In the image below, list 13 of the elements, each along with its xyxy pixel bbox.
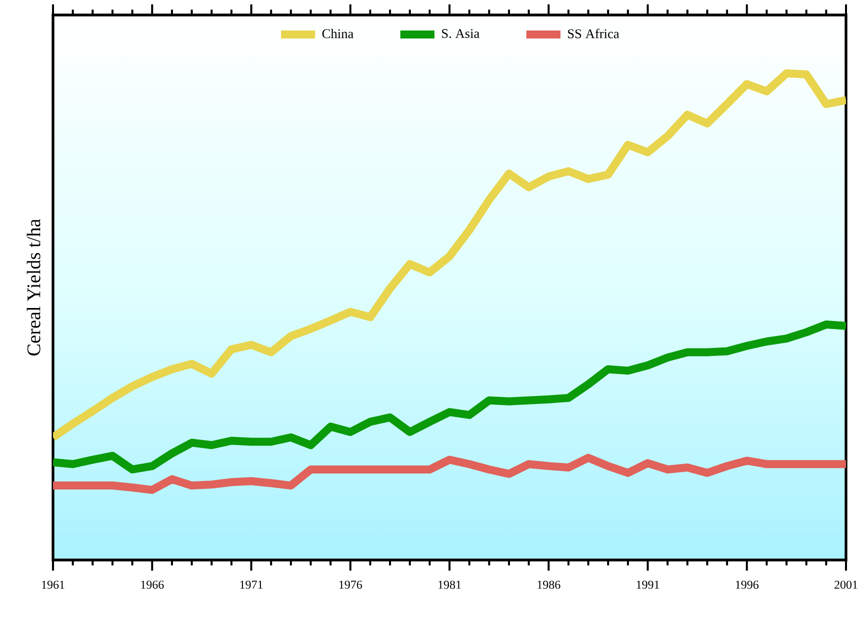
legend-label: China (322, 28, 354, 38)
y-axis-title: Cereal Yields t/ha (26, 218, 40, 356)
legend-label: SS Africa (568, 28, 620, 38)
x-tick-label: 1976 (339, 580, 362, 589)
x-tick-label: 1996 (736, 580, 759, 589)
x-tick-label: 1966 (141, 580, 164, 589)
legend-label: S. Asia (442, 29, 480, 38)
x-tick-label: 1961 (42, 580, 64, 589)
x-tick-label: 2001 (834, 580, 858, 589)
x-tick-label: 1971 (240, 580, 263, 589)
x-tick-label: 1991 (636, 580, 660, 589)
x-tick-label: 1986 (538, 580, 560, 589)
x-tick-label: 1981 (438, 580, 461, 589)
